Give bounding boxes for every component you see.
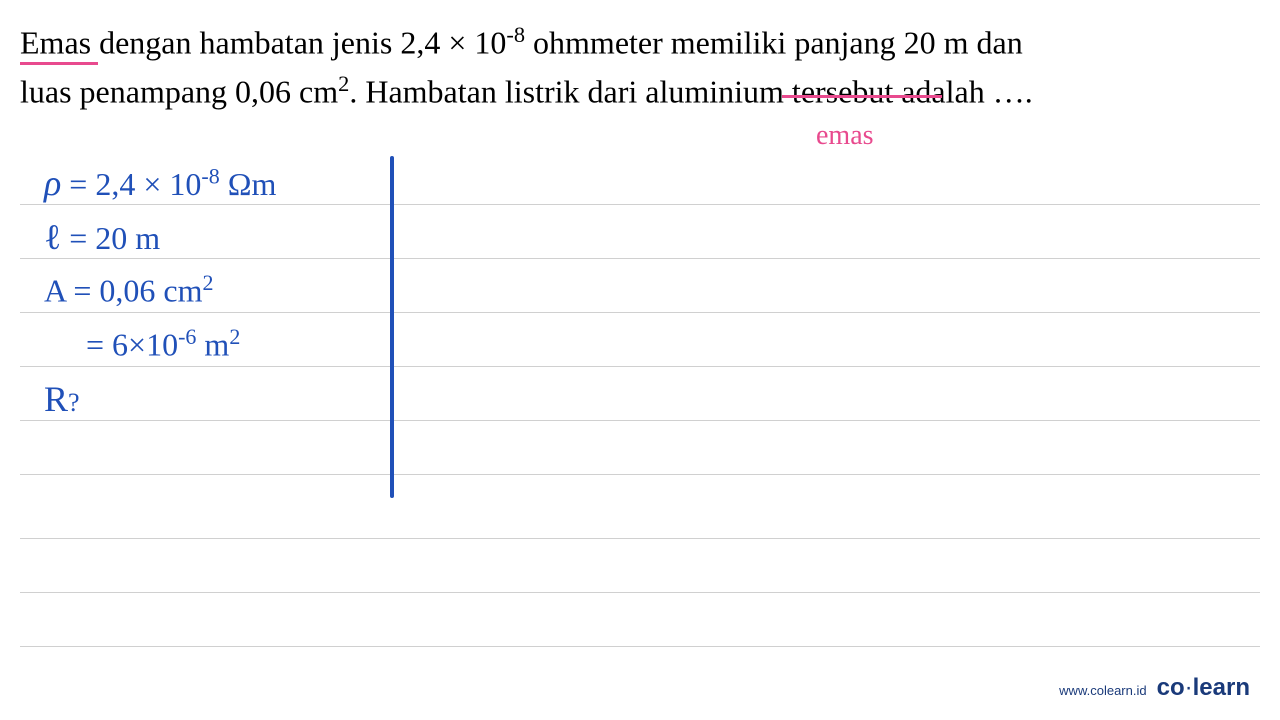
ruled-line (20, 646, 1260, 647)
footer: www.colearn.id co·learn (1059, 674, 1250, 702)
handwritten-area1: A = 0,06 cm2 (44, 270, 213, 310)
footer-logo: co·learn (1157, 674, 1250, 702)
handwritten-rho: ρ = 2,4 × 10-8 Ωm (44, 162, 276, 204)
handwritten-length: ℓ = 20 m (44, 216, 160, 258)
ruled-line (20, 258, 1260, 259)
problem-statement: Emas dengan hambatan jenis 2,4 × 10-8 oh… (0, 0, 1280, 125)
problem-line-2: luas penampang 0,06 cm2. Hambatan listri… (20, 67, 1260, 116)
strikethrough-aluminium (782, 95, 942, 98)
ruled-line (20, 312, 1260, 313)
problem-text-1b: ohmmeter memiliki panjang 20 m dan (525, 25, 1023, 61)
vertical-divider (390, 156, 394, 498)
logo-part1: co (1157, 674, 1185, 701)
ruled-line (20, 538, 1260, 539)
handwritten-area2: = 6×10-6 m2 (86, 324, 240, 364)
ruled-line (20, 366, 1260, 367)
ruled-line (20, 420, 1260, 421)
ruled-line (20, 204, 1260, 205)
problem-text-2b: . Hambatan listrik dari aluminium terseb… (349, 73, 1032, 109)
footer-url: www.colearn.id (1059, 683, 1146, 698)
logo-part2: learn (1193, 674, 1250, 701)
problem-text-1a: Emas dengan hambatan jenis 2,4 × 10 (20, 25, 506, 61)
problem-exp-2: 2 (338, 71, 349, 96)
handwriting-area: ρ = 2,4 × 10-8 Ωm ℓ = 20 m A = 0,06 cm2 … (20, 150, 1260, 660)
logo-dot: · (1185, 674, 1193, 701)
problem-exp-1: -8 (506, 22, 525, 47)
handwritten-question: R? (44, 378, 80, 420)
ruled-line (20, 592, 1260, 593)
underline-emas (20, 62, 98, 65)
problem-text-2a: luas penampang 0,06 cm (20, 73, 338, 109)
ruled-line (20, 474, 1260, 475)
problem-line-1: Emas dengan hambatan jenis 2,4 × 10-8 oh… (20, 18, 1260, 67)
